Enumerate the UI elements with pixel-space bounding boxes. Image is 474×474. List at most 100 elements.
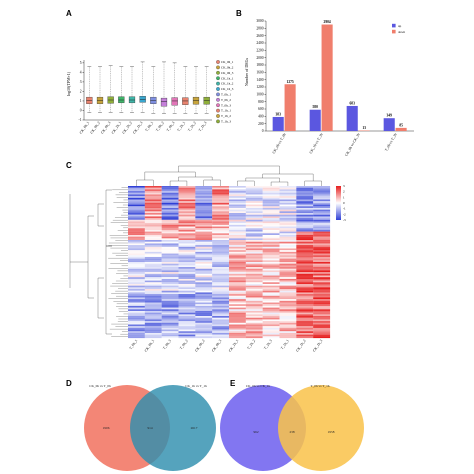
a-box-CK_1h_2	[128, 66, 136, 113]
c-cell	[313, 258, 331, 261]
c-cell	[212, 194, 230, 197]
c-cell	[245, 329, 263, 332]
c-scale-tick: 1	[343, 195, 345, 199]
c-cell	[313, 334, 331, 337]
c-cell	[212, 186, 230, 188]
c-cell	[245, 309, 263, 312]
c-cell	[195, 191, 213, 193]
panel-label-b: B	[236, 9, 242, 18]
venn-d-circle-right	[130, 385, 216, 471]
c-cell	[161, 192, 179, 195]
c-cell	[313, 329, 331, 332]
c-cell	[229, 316, 246, 318]
c-cell	[178, 332, 196, 335]
c-cell	[279, 321, 297, 323]
c-cell	[144, 240, 162, 242]
a-xtick-label: T_0h_1	[144, 121, 154, 133]
c-cell	[262, 229, 280, 232]
c-cell	[212, 294, 230, 296]
venn-d-only1: 1906	[103, 426, 110, 430]
c-cell	[178, 202, 196, 205]
c-cell	[262, 241, 280, 244]
c-cell	[144, 214, 162, 217]
c-cell	[128, 277, 145, 279]
c-cell	[296, 246, 314, 249]
c-cell	[212, 305, 230, 308]
c-cell	[279, 206, 297, 209]
c-cell	[279, 187, 297, 190]
c-cell	[245, 299, 263, 301]
b-bar-down	[321, 24, 333, 131]
c-cell	[212, 268, 230, 271]
c-cell	[128, 285, 145, 288]
c-cell	[296, 255, 314, 258]
c-cell	[195, 204, 213, 207]
c-cell	[128, 336, 145, 339]
c-cell	[128, 221, 145, 224]
c-cell	[212, 218, 230, 220]
c-cell	[212, 238, 230, 241]
c-cell	[262, 211, 280, 214]
c-cell	[212, 321, 230, 323]
c-cell	[262, 321, 280, 323]
c-cell	[128, 223, 145, 225]
c-cell	[161, 260, 179, 263]
c-cell	[178, 300, 196, 303]
c-cell	[279, 248, 297, 251]
c-cell	[212, 317, 230, 320]
c-cell	[178, 263, 196, 266]
c-cell	[262, 280, 280, 283]
c-cell	[313, 255, 331, 258]
c-cell	[144, 231, 162, 234]
c-cell	[245, 316, 263, 318]
c-cell	[195, 202, 213, 205]
b-ytick-label: 2600	[256, 34, 263, 38]
c-cell	[245, 256, 263, 259]
c-cell	[161, 277, 179, 279]
c-cell	[212, 245, 230, 247]
c-cell	[161, 241, 179, 244]
c-cell	[178, 194, 196, 197]
c-cell	[262, 332, 280, 335]
c-cell	[279, 233, 297, 236]
c-cell	[279, 197, 297, 200]
c-cell	[212, 282, 230, 285]
c-cell	[313, 324, 331, 327]
c-cell	[313, 226, 331, 229]
c-cell	[262, 234, 280, 237]
c-cell	[212, 258, 230, 261]
c-cell	[212, 253, 230, 256]
c-cell	[144, 211, 162, 214]
c-cell	[245, 334, 263, 337]
c-cell	[245, 191, 263, 193]
c-cell	[296, 224, 314, 227]
c-cell	[144, 304, 162, 307]
c-cell	[212, 233, 230, 236]
c-cell	[195, 270, 213, 273]
c-cell	[195, 207, 213, 210]
c-cell	[161, 326, 179, 328]
c-cell	[313, 228, 331, 231]
c-cell	[144, 256, 162, 259]
c-cell	[296, 197, 314, 200]
c-cell	[128, 191, 145, 193]
c-cell	[262, 246, 280, 249]
c-cell	[144, 336, 162, 339]
c-cell	[296, 236, 314, 239]
c-cell	[178, 324, 196, 327]
c-cell	[279, 283, 297, 286]
c-cell	[279, 214, 297, 217]
c-cell	[212, 214, 230, 217]
c-cell	[245, 255, 263, 258]
c-cell	[279, 297, 297, 300]
c-cell	[279, 258, 297, 261]
c-cell	[245, 199, 263, 202]
venn-e-circle-right	[278, 385, 364, 471]
c-cell	[144, 216, 162, 219]
c-cell	[128, 265, 145, 268]
c-cell	[161, 285, 179, 288]
c-cell	[195, 265, 213, 268]
c-cell	[144, 273, 162, 276]
c-cell	[262, 207, 280, 210]
c-scale-tick: -1	[343, 207, 346, 211]
